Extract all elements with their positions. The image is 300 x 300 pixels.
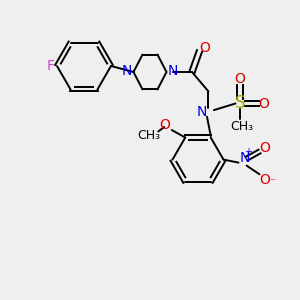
Text: N: N <box>197 105 207 118</box>
Text: O: O <box>200 41 210 55</box>
Text: N: N <box>240 151 250 164</box>
Text: +: + <box>244 147 252 157</box>
Text: N: N <box>122 64 132 77</box>
Text: O: O <box>260 173 270 187</box>
Text: O: O <box>260 141 270 155</box>
Text: O: O <box>160 118 171 132</box>
Text: CH₃: CH₃ <box>137 129 160 142</box>
Text: F: F <box>46 59 54 73</box>
Text: N: N <box>168 64 178 77</box>
Text: O: O <box>235 72 245 86</box>
Text: ⁻: ⁻ <box>269 177 275 187</box>
Text: O: O <box>259 97 269 110</box>
Text: CH₃: CH₃ <box>230 120 253 133</box>
Text: S: S <box>235 94 245 112</box>
